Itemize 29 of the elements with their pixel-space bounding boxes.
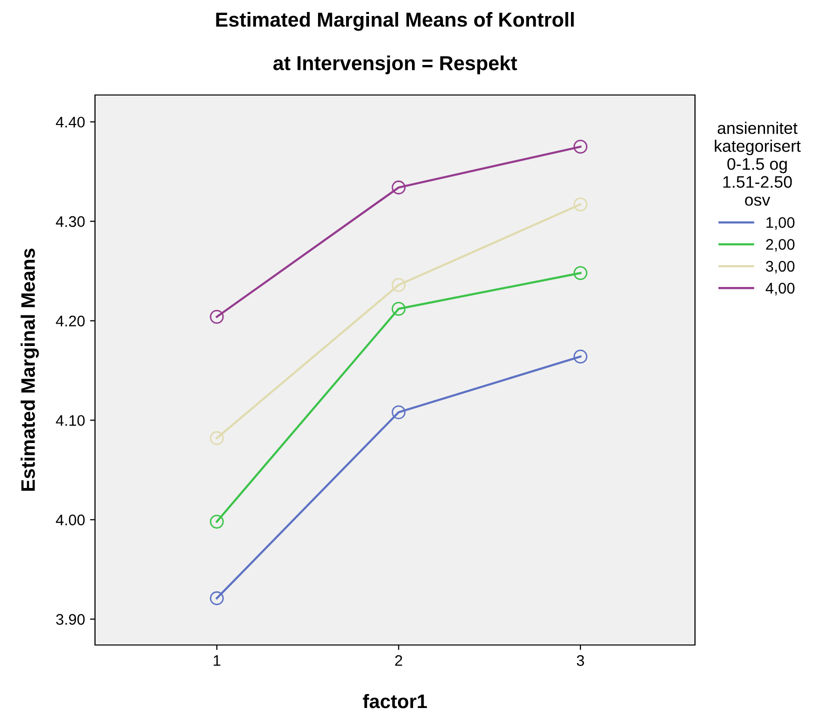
y-tick-label: 3.90 — [56, 614, 85, 625]
point — [210, 514, 224, 529]
y-tick-label: 4.10 — [56, 415, 85, 426]
point — [392, 278, 406, 292]
legend-label: 2,00 — [766, 239, 794, 252]
point — [210, 310, 224, 324]
chart-title: Estimated Marginal Means of Kontroll at Intervensjon = Respekt — [216, 12, 574, 74]
y-tick-label: 4.00 — [56, 514, 85, 526]
x-tick-label: 2 — [395, 655, 402, 666]
y-axis-title: Estimated Marginal Means — [20, 248, 39, 491]
point — [392, 302, 406, 316]
point — [574, 350, 588, 364]
point — [574, 197, 588, 212]
y-tick-label: 4.20 — [56, 316, 85, 326]
legend-label: 4,00 — [766, 282, 794, 296]
y-tick-label: 4.40 — [56, 116, 85, 128]
legend-label: 3,00 — [766, 260, 794, 274]
point — [210, 431, 224, 446]
legend-label: 1,00 — [766, 217, 794, 230]
point — [574, 140, 588, 154]
y-tick-label: 4.30 — [56, 216, 85, 227]
legend-title: ansiennitet kategorisert 0-1.5 og 1.51-2.50 osv — [714, 122, 801, 206]
x-axis-title: factor1 — [362, 694, 427, 708]
point — [392, 180, 406, 194]
x-tick-label: 1 — [214, 655, 220, 666]
point — [574, 266, 588, 280]
x-tick-label: 3 — [576, 655, 584, 666]
point — [392, 405, 406, 420]
point — [210, 591, 224, 606]
